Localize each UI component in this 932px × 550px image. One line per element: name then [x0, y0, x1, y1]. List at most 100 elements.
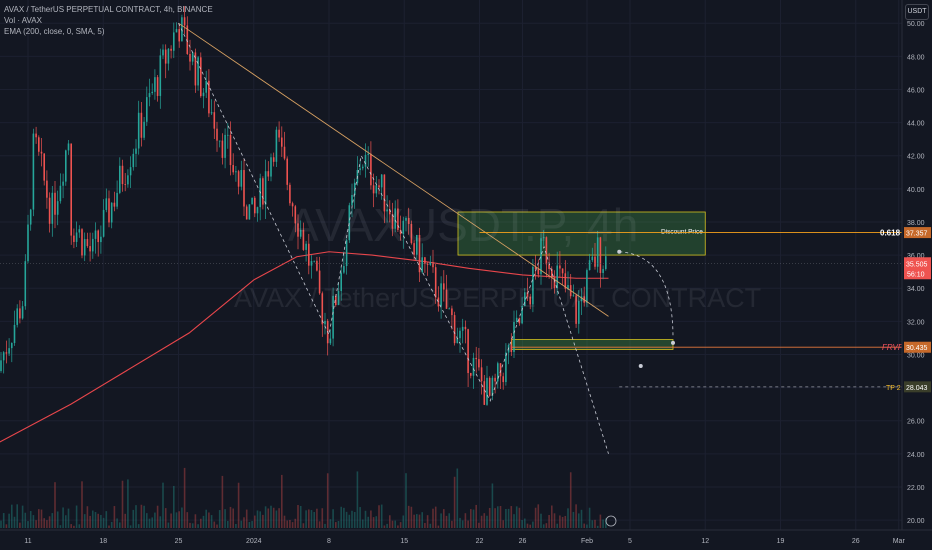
candle-body [380, 174, 383, 188]
time-tick-label: Mar [893, 538, 906, 545]
volume-bar [575, 504, 577, 528]
ema-legend[interactable]: EMA (200, close, 0, SMA, 5) [4, 27, 105, 36]
candle-body [413, 243, 415, 255]
volume-bar [340, 506, 342, 528]
candle-body [526, 292, 529, 297]
candle-body [116, 192, 118, 207]
fib-price-tag [904, 227, 931, 239]
candle-body [27, 224, 29, 262]
volume-bar [305, 510, 307, 528]
volume-bar [502, 520, 504, 528]
frvp-label: FRVP [882, 343, 904, 352]
volume-bar [534, 507, 537, 528]
volume-bar [289, 519, 291, 528]
candle-body [51, 192, 54, 224]
volume-bar [351, 510, 353, 528]
candle-body [194, 52, 197, 86]
volume-bar [362, 519, 364, 528]
candle-body [200, 57, 202, 97]
candle-body [359, 168, 361, 171]
candle-body [386, 209, 388, 212]
candle-body [113, 202, 116, 207]
candle-body [302, 229, 305, 250]
candle-body [343, 266, 345, 273]
volume-bar [545, 523, 548, 528]
candle-body [278, 129, 280, 138]
candle-body [370, 153, 372, 186]
volume-bar [156, 505, 159, 528]
volume-bar [240, 520, 243, 528]
volume-bar [367, 516, 369, 528]
volume-bar [32, 515, 35, 528]
candle-body [129, 167, 132, 176]
time-tick-label: Feb [581, 538, 593, 545]
volume-bar [318, 521, 321, 528]
candle-body [453, 315, 456, 344]
candle-body [345, 240, 348, 267]
volume-bar [594, 519, 596, 528]
volume-bar [413, 514, 415, 528]
volume-bar [270, 505, 272, 528]
candle-body [162, 49, 164, 56]
candle-body [156, 77, 159, 96]
candle-body [588, 260, 591, 271]
volume-bar [102, 517, 105, 528]
candle-body [221, 140, 224, 158]
volume-bar [129, 525, 132, 528]
volume-bar [407, 505, 410, 528]
candle-body [402, 220, 405, 235]
candle-body [310, 261, 313, 266]
currency-button[interactable]: USDT [905, 4, 929, 20]
volume-bar [175, 512, 178, 528]
volume-bar [181, 507, 183, 528]
candle-body [424, 257, 426, 264]
volume-bar [515, 506, 518, 528]
volume-bar [173, 485, 175, 528]
candle-body [173, 32, 175, 51]
volume-bar [227, 520, 229, 528]
price-tick-label: 48.00 [907, 54, 925, 61]
volume-bar [116, 518, 118, 528]
volume-bar [564, 515, 567, 528]
volume-bar [121, 480, 124, 528]
volume-legend[interactable]: Vol · AVAX [4, 16, 42, 25]
candle-body [483, 381, 486, 405]
candle-body [46, 180, 48, 198]
candle-body [0, 360, 2, 371]
candle-body [537, 269, 540, 275]
volume-bar [397, 525, 399, 528]
candle-body [232, 165, 234, 173]
projection-point [638, 364, 643, 369]
volume-bar [542, 524, 545, 528]
candle-body [189, 53, 191, 62]
candle-body [553, 277, 556, 289]
candle-body [340, 272, 342, 291]
volume-bar [378, 505, 380, 528]
volume-bar [281, 474, 283, 528]
candle-body [224, 134, 226, 158]
time-tick-label: 8 [327, 538, 331, 545]
candle-body [43, 153, 45, 181]
volume-bar [467, 520, 469, 528]
frvp-zone [511, 339, 674, 350]
volume-bar [329, 519, 332, 528]
symbol-legend[interactable]: AVAX / TetherUS PERPETUAL CONTRACT, 4h, … [4, 5, 213, 14]
volume-bar [445, 515, 448, 528]
volume-bar [65, 515, 67, 528]
candle-body [81, 229, 83, 256]
volume-bar [567, 508, 569, 528]
volume-bar [475, 504, 477, 528]
volume-bar [605, 518, 607, 528]
volume-bar [224, 509, 226, 528]
volume-bar [297, 505, 299, 528]
candle-body [510, 344, 513, 352]
candle-body [75, 232, 78, 242]
candle-body [202, 92, 205, 97]
candle-body [86, 239, 89, 247]
candle-body [394, 208, 396, 229]
time-tick-label: 15 [400, 538, 408, 545]
candle-body [29, 209, 32, 225]
candle-body [602, 269, 604, 273]
volume-bar [113, 506, 116, 528]
